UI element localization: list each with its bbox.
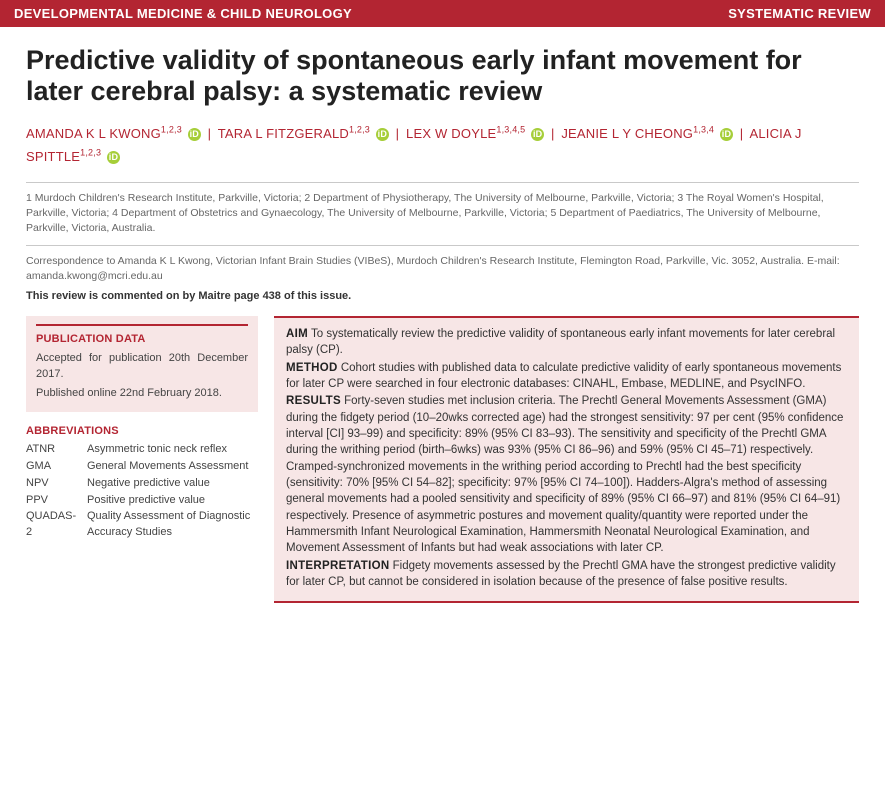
- divider: [26, 182, 859, 183]
- author-affil: 1,2,3: [161, 125, 182, 135]
- author-name: AMANDA K L KWONG: [26, 126, 161, 141]
- aim-text: To systematically review the predictive …: [286, 328, 835, 356]
- abbr-term: GMA: [26, 459, 81, 475]
- pubdata-heading: PUBLICATION DATA: [36, 332, 248, 348]
- abstract-column: AIM To systematically review the predict…: [274, 316, 859, 603]
- abbr-def: Asymmetric tonic neck reflex: [87, 442, 258, 458]
- author: TARA L FITZGERALD1,2,3 iD: [218, 126, 389, 141]
- author: LEX W DOYLE1,3,4,5 iD: [406, 126, 544, 141]
- author-affil: 1,2,3: [80, 148, 101, 158]
- author-name: TARA L FITZGERALD: [218, 126, 349, 141]
- method-label: METHOD: [286, 362, 338, 374]
- author-affil: 1,3,4,5: [496, 125, 525, 135]
- orcid-icon[interactable]: iD: [531, 128, 544, 141]
- journal-header-bar: DEVELOPMENTAL MEDICINE & CHILD NEUROLOGY…: [0, 0, 885, 27]
- abbr-list: ATNR Asymmetric tonic neck reflex GMA Gene…: [26, 442, 258, 542]
- abbr-def: Quality Assessment of Diagnostic Accurac…: [87, 509, 258, 541]
- journal-name: DEVELOPMENTAL MEDICINE & CHILD NEUROLOGY: [14, 6, 352, 21]
- abbr-heading: ABBREVIATIONS: [26, 424, 258, 440]
- abbr-def: Negative predictive value: [87, 476, 258, 492]
- abstract-aim: AIM To systematically review the predict…: [286, 326, 847, 359]
- abbreviations-box: ABBREVIATIONS ATNR Asymmetric tonic neck …: [26, 424, 258, 542]
- abbr-term: NPV: [26, 476, 81, 492]
- publication-data-box: PUBLICATION DATA Accepted for publicatio…: [26, 316, 258, 412]
- affiliations-text: 1 Murdoch Children's Research Institute,…: [26, 192, 824, 234]
- orcid-icon[interactable]: iD: [107, 151, 120, 164]
- author: AMANDA K L KWONG1,2,3 iD: [26, 126, 201, 141]
- abstract-box: AIM To systematically review the predict…: [274, 316, 859, 603]
- abbr-def: General Movements Assessment: [87, 459, 258, 475]
- author-name: JEANIE L Y CHEONG: [561, 126, 693, 141]
- interpretation-label: INTERPRETATION: [286, 560, 389, 572]
- two-column-body: PUBLICATION DATA Accepted for publicatio…: [0, 302, 885, 623]
- author-separator: |: [740, 126, 744, 141]
- pubdata-accepted: Accepted for publication 20th December 2…: [36, 351, 248, 383]
- abbr-def: Positive predictive value: [87, 493, 258, 509]
- abbr-term: ATNR: [26, 442, 81, 458]
- abstract-results: RESULTS Forty-seven studies met inclusio…: [286, 393, 847, 556]
- red-rule: [36, 324, 248, 326]
- author-separator: |: [208, 126, 212, 141]
- abbr-term: PPV: [26, 493, 81, 509]
- sidebar-column: PUBLICATION DATA Accepted for publicatio…: [26, 316, 258, 541]
- results-label: RESULTS: [286, 395, 341, 407]
- author-list: AMANDA K L KWONG1,2,3 iD | TARA L FITZGE…: [26, 123, 859, 168]
- article-type: SYSTEMATIC REVIEW: [728, 6, 871, 21]
- abbr-term: QUADAS-2: [26, 509, 81, 541]
- divider: [26, 245, 859, 246]
- method-text: Cohort studies with published data to ca…: [286, 362, 841, 390]
- results-text: Forty-seven studies met inclusion criter…: [286, 395, 843, 554]
- author: JEANIE L Y CHEONG1,3,4 iD: [561, 126, 733, 141]
- commentary-note: This review is commented on by Maitre pa…: [0, 284, 885, 302]
- aim-label: AIM: [286, 328, 308, 340]
- pubdata-published: Published online 22nd February 2018.: [36, 386, 248, 402]
- author-separator: |: [396, 126, 400, 141]
- author-separator: |: [551, 126, 555, 141]
- abstract-interpretation: INTERPRETATION Fidgety movements assesse…: [286, 558, 847, 591]
- orcid-icon[interactable]: iD: [376, 128, 389, 141]
- abstract-method: METHOD Cohort studies with published dat…: [286, 360, 847, 393]
- orcid-icon[interactable]: iD: [720, 128, 733, 141]
- author-affil: 1,3,4: [693, 125, 714, 135]
- orcid-icon[interactable]: iD: [188, 128, 201, 141]
- correspondence: Correspondence to Amanda K L Kwong, Vict…: [0, 254, 885, 284]
- author-name: LEX W DOYLE: [406, 126, 496, 141]
- author-affil: 1,2,3: [349, 125, 370, 135]
- correspondence-text: Correspondence to Amanda K L Kwong, Vict…: [26, 255, 840, 282]
- affiliations: 1 Murdoch Children's Research Institute,…: [0, 191, 885, 237]
- title-block: Predictive validity of spontaneous early…: [0, 27, 885, 174]
- article-title: Predictive validity of spontaneous early…: [26, 45, 859, 107]
